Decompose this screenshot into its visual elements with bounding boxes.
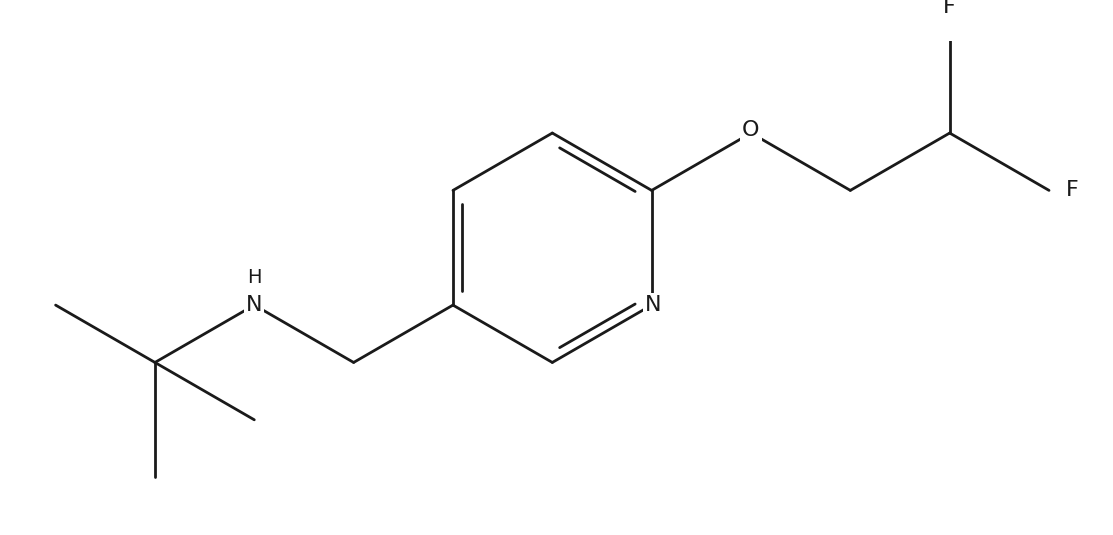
Text: O: O: [742, 120, 760, 140]
Text: H: H: [247, 268, 262, 287]
Text: N: N: [246, 295, 263, 315]
Text: F: F: [1065, 180, 1078, 201]
Text: F: F: [944, 0, 956, 17]
Text: N: N: [646, 295, 662, 315]
